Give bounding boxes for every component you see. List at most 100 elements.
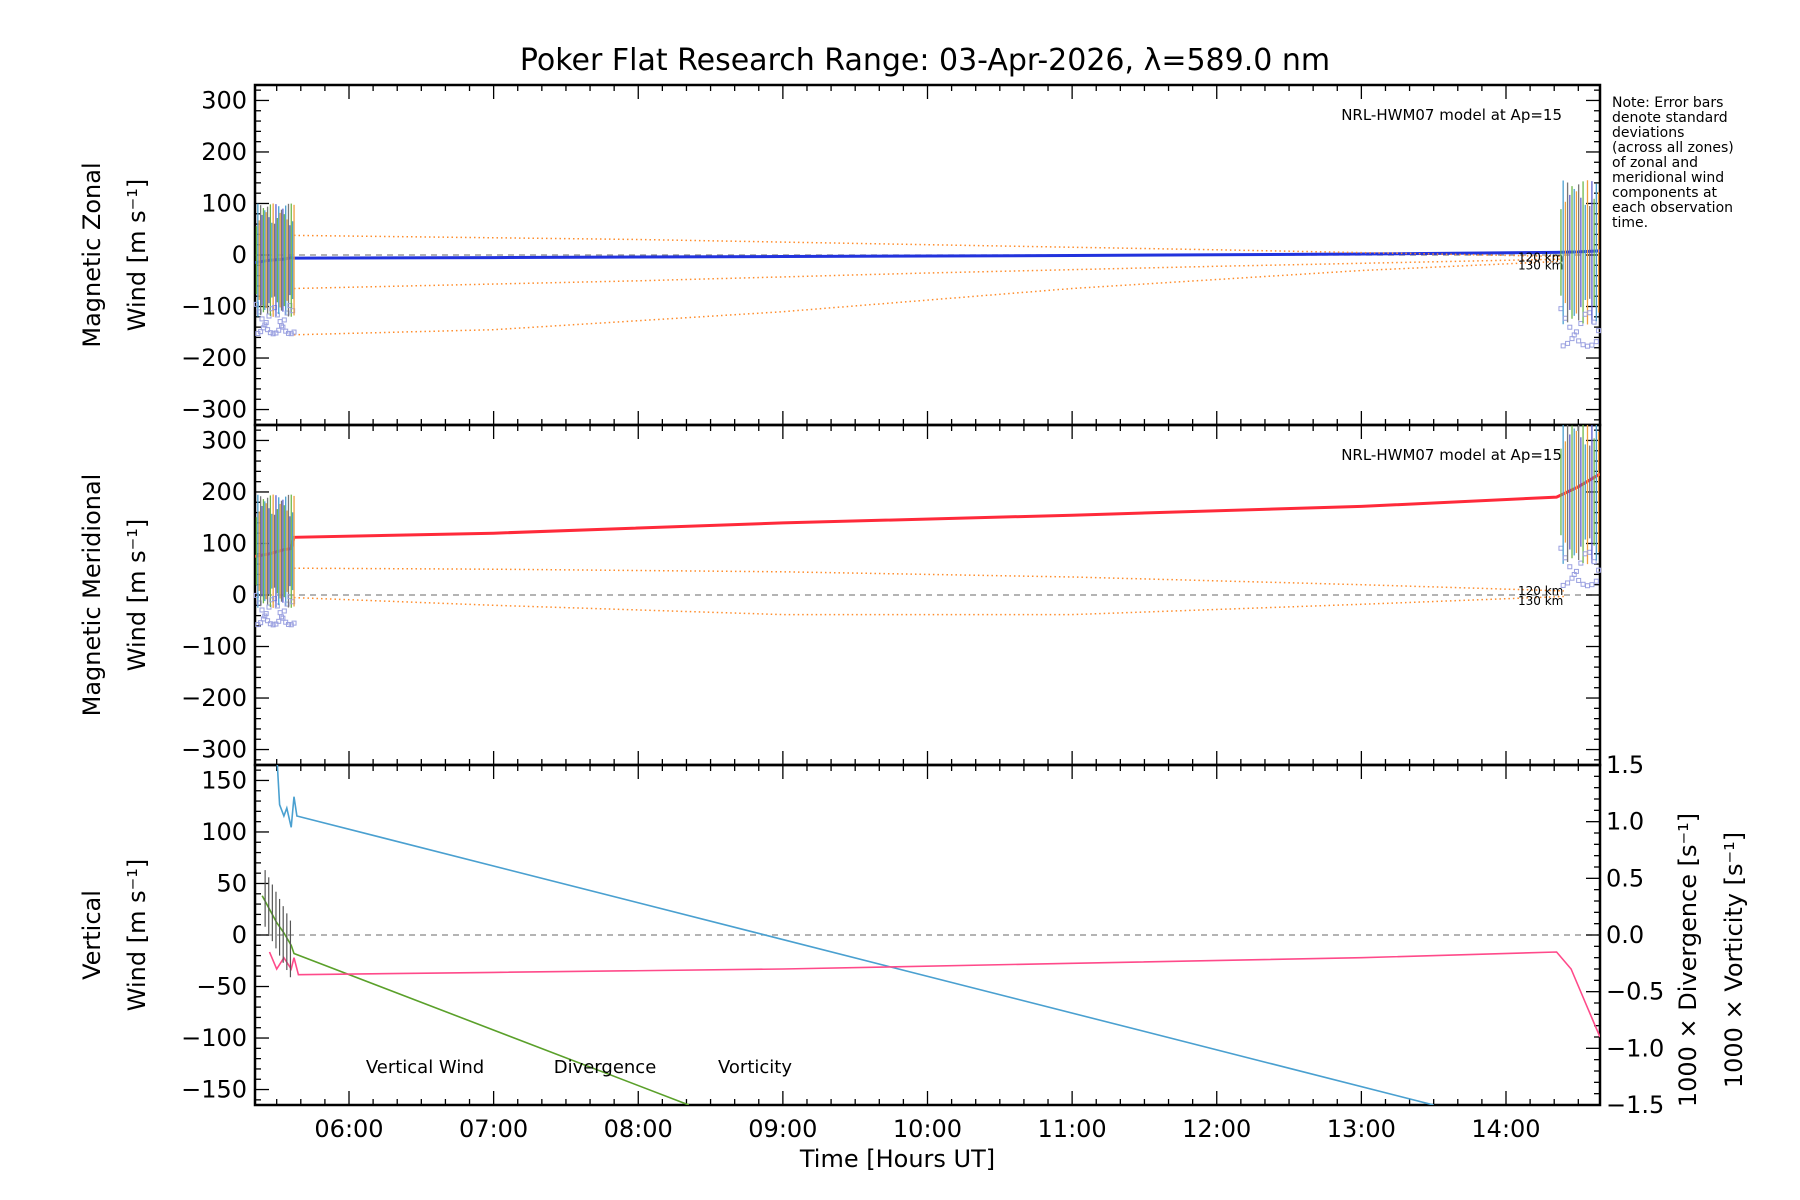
error-bar-marker [1596,567,1602,573]
error-bar-note: Note: Error bars denote standard deviati… [1612,96,1787,231]
error-bar-marker [277,319,283,325]
error-bar-marker [1593,339,1599,345]
y-axis-label: Wind [m s⁻¹] [123,179,151,331]
error-bar-marker [267,621,273,627]
y-tick-label: 100 [201,189,247,217]
model-label: NRL-HWM07 model at Ap=15 [1341,106,1562,124]
y-tick-label: −200 [181,684,247,712]
error-bar-marker [1587,549,1593,555]
error-bar-marker [1578,560,1584,566]
error-bar-marker [265,327,271,333]
y-tick-label: 0 [232,581,247,609]
error-bar-marker [285,330,291,336]
y-tick-label: 50 [216,869,247,897]
error-bar-marker [279,614,285,620]
y-tick-label: −300 [181,396,247,424]
y-tick-label: 300 [201,426,247,454]
x-tick-label: 11:00 [1038,1115,1107,1143]
error-bar-marker [266,313,272,319]
error-bar-marker [285,621,291,627]
error-bar-marker [1567,324,1573,330]
error-bar-marker [1573,568,1579,574]
y2-tick-label: 0.0 [1606,921,1644,949]
x-tick-label: 14:00 [1471,1115,1540,1143]
error-bar-marker [1580,342,1586,348]
error-bar-marker [291,620,297,626]
series-line [293,234,1564,258]
y-tick-label: −100 [181,633,247,661]
error-bar-marker [259,316,265,322]
altitude-label: 120 km [1518,251,1563,265]
y-tick-label: 200 [201,478,247,506]
error-bar-marker [281,608,287,614]
y-tick-label: 300 [201,86,247,114]
y-tick-label: −150 [181,1076,247,1104]
y-tick-label: −100 [181,1024,247,1052]
y2-tick-label: −0.5 [1606,978,1664,1006]
legend-entry: Divergence [554,1057,657,1078]
y2-axis-label-divergence: 1000 × Divergence [s⁻¹] [1674,813,1702,1107]
chart-title: Poker Flat Research Range: 03-Apr-2026, … [520,43,1330,78]
x-tick-label: 06:00 [314,1115,383,1143]
error-bar-marker [270,331,276,337]
x-tick-label: 08:00 [604,1115,673,1143]
note-line: time. [1612,215,1649,231]
error-bar-marker [1573,329,1579,335]
error-bar-marker [273,621,279,627]
error-bar-marker [273,330,279,336]
legend-entry: Vorticity [718,1057,792,1078]
error-bar-marker [279,323,285,329]
note-line: Note: Error bars [1612,95,1724,111]
error-bar-marker [276,618,282,624]
vertical-panel: 150 100 50 0 −50 −100 −150 1.5 1.0 0.5 0.0 −0.5 −1.0… [78,751,1748,1173]
altitude-label: 130 km [1518,594,1563,608]
error-bar-marker [258,620,264,626]
error-bar-marker [259,607,265,613]
error-bar-marker [1560,343,1566,349]
y-axis-label: Wind [m s⁻¹] [123,859,151,1011]
y-axis-label: Wind [m s⁻¹] [123,519,151,671]
series-line [293,595,1564,616]
series-line [255,472,1600,558]
x-axis-label: Time [Hours UT] [799,1145,995,1173]
note-line: deviations [1612,125,1685,141]
y2-tick-label: 1.5 [1606,751,1644,779]
error-bar-marker [1562,315,1568,321]
series-line [293,260,1564,336]
error-bar-marker [1591,559,1597,565]
error-bar-marker [270,622,276,628]
x-tick-label: 07:00 [459,1115,528,1143]
y-tick-label: −50 [196,973,247,1001]
error-bar-marker [1584,343,1590,349]
error-bar-marker [1596,328,1602,334]
error-bar-marker [1578,321,1584,327]
note-line: denote standard [1612,110,1728,126]
y-tick-label: 0 [232,241,247,269]
model-label: NRL-HWM07 model at Ap=15 [1341,446,1562,464]
zonal-panel: 300 200 100 0 −100 −200 −300 Magnetic Zonal Wind… [78,83,1602,427]
y-tick-label: −100 [181,293,247,321]
y-tick-label: 100 [201,818,247,846]
error-bar-marker [274,312,280,318]
x-tick-label: 09:00 [748,1115,817,1143]
y-tick-label: 150 [201,766,247,794]
error-bar-marker [258,329,264,335]
y2-tick-label: 1.0 [1606,808,1644,836]
altitude-label: 130 km [1518,258,1563,272]
note-line: (across all zones) [1612,140,1734,156]
error-bar-marker [280,615,286,621]
error-bar-marker [1591,319,1597,325]
series-line [268,951,1600,1038]
error-bar-marker [1582,311,1588,317]
error-bar-marker [277,610,283,616]
y-tick-label: 100 [201,529,247,557]
y-tick-label: −200 [181,344,247,372]
y2-axis-label-vorticity: 1000 × Vorticity [s⁻¹] [1720,832,1748,1088]
legend-entry: Vertical Wind [366,1057,484,1078]
error-bar-marker [263,320,269,326]
error-bar-marker [274,603,280,609]
y2-tick-label: −1.5 [1606,1091,1664,1119]
error-bar-marker [267,330,273,336]
error-bar-marker [1576,577,1582,583]
y-tick-label: −300 [181,736,247,764]
